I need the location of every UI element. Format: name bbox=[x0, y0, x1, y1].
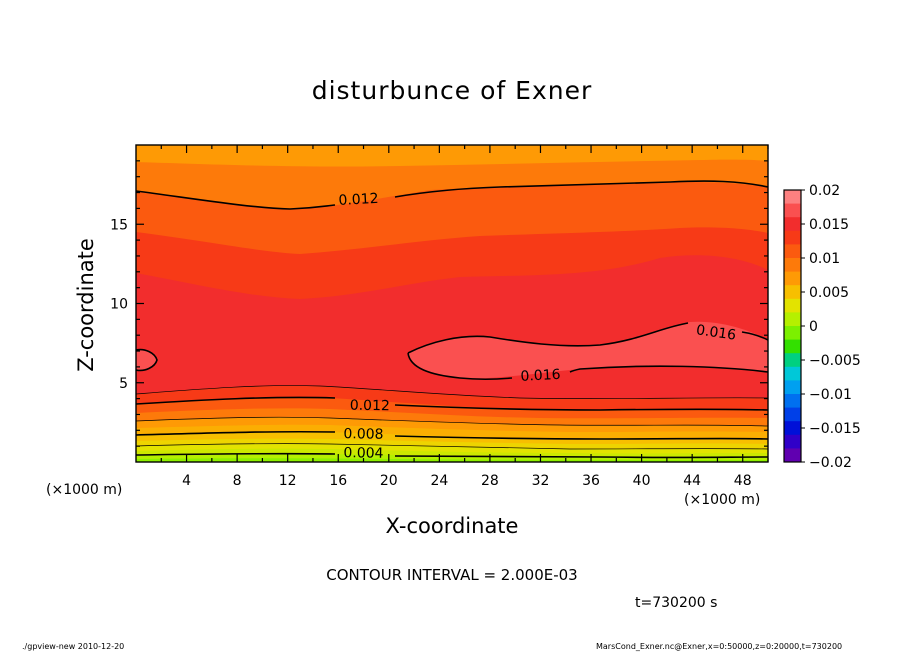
colorbar-swatch bbox=[784, 190, 801, 205]
contour-fills bbox=[136, 145, 768, 462]
contour-line-0.016-left bbox=[136, 348, 158, 372]
colorbar-label: −0.015 bbox=[809, 421, 861, 437]
contour-label: 0.012 bbox=[338, 191, 379, 209]
colorbar-swatch bbox=[784, 380, 801, 395]
contour-line-0.008 bbox=[136, 430, 768, 440]
contour-line-thin-0.010 bbox=[136, 416, 768, 427]
x-unit-label-right: (×1000 m) bbox=[684, 492, 761, 508]
colorbar-swatch bbox=[784, 448, 801, 463]
contour-label: 0.004 bbox=[343, 445, 383, 462]
band-0.016-left bbox=[136, 349, 157, 371]
y-tick-label: 10 bbox=[110, 297, 128, 313]
colorbar-swatch bbox=[784, 258, 801, 273]
colorbar-label: 0.01 bbox=[809, 251, 840, 267]
colorbar-swatch bbox=[784, 244, 801, 259]
contour-labels: 0.012 0.016 0.016 0.012 0.008 0.004 bbox=[338, 191, 737, 462]
y-ticks: 5 10 15 bbox=[110, 160, 768, 447]
colorbar-swatch bbox=[784, 394, 801, 409]
colorbar-label: −0.01 bbox=[809, 387, 852, 403]
x-tick-label: 44 bbox=[683, 473, 701, 489]
contour-label: 0.016 bbox=[695, 322, 737, 343]
colorbar-swatch bbox=[784, 230, 801, 245]
contour-label: 0.016 bbox=[520, 367, 561, 385]
contour-label: 0.008 bbox=[343, 426, 383, 443]
colorbar-swatch bbox=[784, 339, 801, 354]
x-tick-label: 28 bbox=[481, 473, 499, 489]
colorbar-label: 0.015 bbox=[809, 217, 849, 233]
contour-interval-label: CONTOUR INTERVAL = 2.000E-03 bbox=[326, 566, 578, 584]
x-tick-label: 16 bbox=[329, 473, 347, 489]
x-axis-label: X-coordinate bbox=[385, 514, 519, 538]
colorbar-label: 0 bbox=[809, 319, 818, 335]
colorbar-label: −0.005 bbox=[809, 353, 861, 369]
contour-line-0.012-lower bbox=[136, 396, 768, 411]
chart-title: disturbunce of Exner bbox=[311, 76, 593, 105]
colorbar-swatch bbox=[784, 407, 801, 422]
contour-line-0.016-right bbox=[407, 322, 768, 380]
x-tick-label: 48 bbox=[734, 473, 752, 489]
colorbar-swatch bbox=[784, 353, 801, 368]
colorbar-label: 0.005 bbox=[809, 285, 849, 301]
colorbar-swatch bbox=[784, 285, 801, 300]
x-tick-label: 12 bbox=[279, 473, 297, 489]
colorbar-swatch bbox=[784, 298, 801, 313]
time-label: t=730200 s bbox=[635, 595, 718, 611]
x-tick-label: 40 bbox=[633, 473, 651, 489]
x-tick-label: 24 bbox=[430, 473, 448, 489]
footer-right: MarsCond_Exner.nc@Exner,x=0:50000,z=0:20… bbox=[596, 642, 843, 651]
colorbar-label: 0.02 bbox=[809, 183, 840, 199]
contour-line-0.004 bbox=[136, 452, 768, 459]
colorbar-label: −0.02 bbox=[809, 455, 852, 471]
x-unit-label-left: (×1000 m) bbox=[46, 482, 123, 498]
contour-lines bbox=[136, 180, 768, 459]
colorbar-swatch bbox=[784, 271, 801, 286]
colorbar-swatch bbox=[784, 217, 801, 232]
band-0.003-low bbox=[136, 458, 768, 462]
y-tick-label: 5 bbox=[119, 376, 128, 392]
colorbar-swatch bbox=[784, 203, 801, 218]
x-tick-label: 20 bbox=[380, 473, 398, 489]
x-ticks: 4 8 12 16 20 24 28 32 36 40 44 48 bbox=[160, 145, 769, 489]
band-0.016-right bbox=[408, 321, 768, 379]
x-tick-label: 8 bbox=[233, 473, 242, 489]
footer-left: ./gpview-new 2010-12-20 bbox=[22, 642, 125, 651]
colorbar: 0.02 0.015 0.01 0.005 0 −0.005 −0.01 −0.015 −0.0… bbox=[783, 183, 861, 471]
x-tick-label: 4 bbox=[182, 473, 191, 489]
contour-line-thin-0.014 bbox=[136, 385, 768, 400]
y-tick-label: 15 bbox=[110, 217, 128, 233]
colorbar-swatch bbox=[784, 366, 801, 381]
colorbar-swatch bbox=[784, 434, 801, 449]
x-tick-label: 32 bbox=[532, 473, 550, 489]
colorbar-swatch bbox=[784, 312, 801, 327]
colorbar-swatch bbox=[784, 421, 801, 436]
contour-line-0.012-upper bbox=[136, 180, 768, 210]
x-tick-label: 36 bbox=[582, 473, 600, 489]
colorbar-swatch bbox=[784, 326, 801, 341]
contour-label: 0.012 bbox=[350, 398, 390, 415]
